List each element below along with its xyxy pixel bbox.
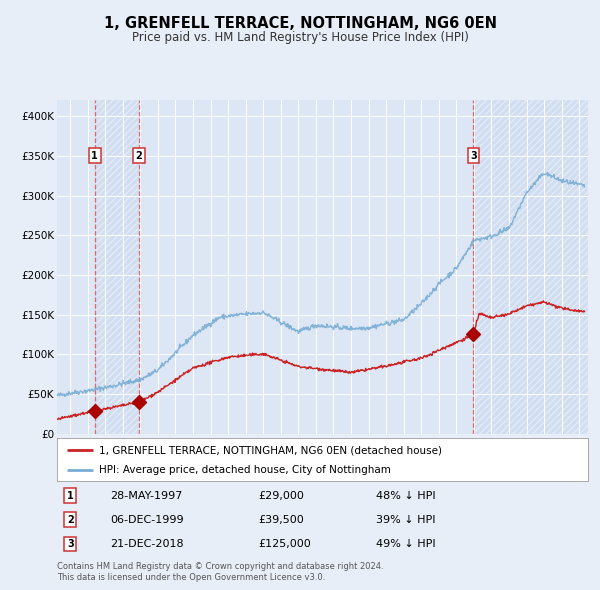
Text: 1, GRENFELL TERRACE, NOTTINGHAM, NG6 0EN: 1, GRENFELL TERRACE, NOTTINGHAM, NG6 0EN [104,16,497,31]
Text: £29,000: £29,000 [259,491,305,501]
Text: HPI: Average price, detached house, City of Nottingham: HPI: Average price, detached house, City… [100,466,391,475]
Text: £125,000: £125,000 [259,539,311,549]
Text: 1: 1 [91,151,98,161]
Text: 3: 3 [470,151,477,161]
Text: 2: 2 [67,515,74,525]
Text: 1: 1 [67,491,74,501]
Bar [95,100,139,434]
Text: 06-DEC-1999: 06-DEC-1999 [110,515,184,525]
Text: £39,500: £39,500 [259,515,305,525]
Text: 49% ↓ HPI: 49% ↓ HPI [376,539,435,549]
Bar [473,100,588,434]
Text: 2: 2 [136,151,142,161]
Text: 3: 3 [67,539,74,549]
Bar [473,100,588,434]
Text: 39% ↓ HPI: 39% ↓ HPI [376,515,435,525]
Text: 1, GRENFELL TERRACE, NOTTINGHAM, NG6 0EN (detached house): 1, GRENFELL TERRACE, NOTTINGHAM, NG6 0EN… [100,445,442,455]
Text: 21-DEC-2018: 21-DEC-2018 [110,539,184,549]
Text: Price paid vs. HM Land Registry's House Price Index (HPI): Price paid vs. HM Land Registry's House … [131,31,469,44]
Text: Contains HM Land Registry data © Crown copyright and database right 2024.
This d: Contains HM Land Registry data © Crown c… [57,562,383,582]
Text: 48% ↓ HPI: 48% ↓ HPI [376,491,435,501]
Bar [95,100,139,434]
Text: 28-MAY-1997: 28-MAY-1997 [110,491,182,501]
